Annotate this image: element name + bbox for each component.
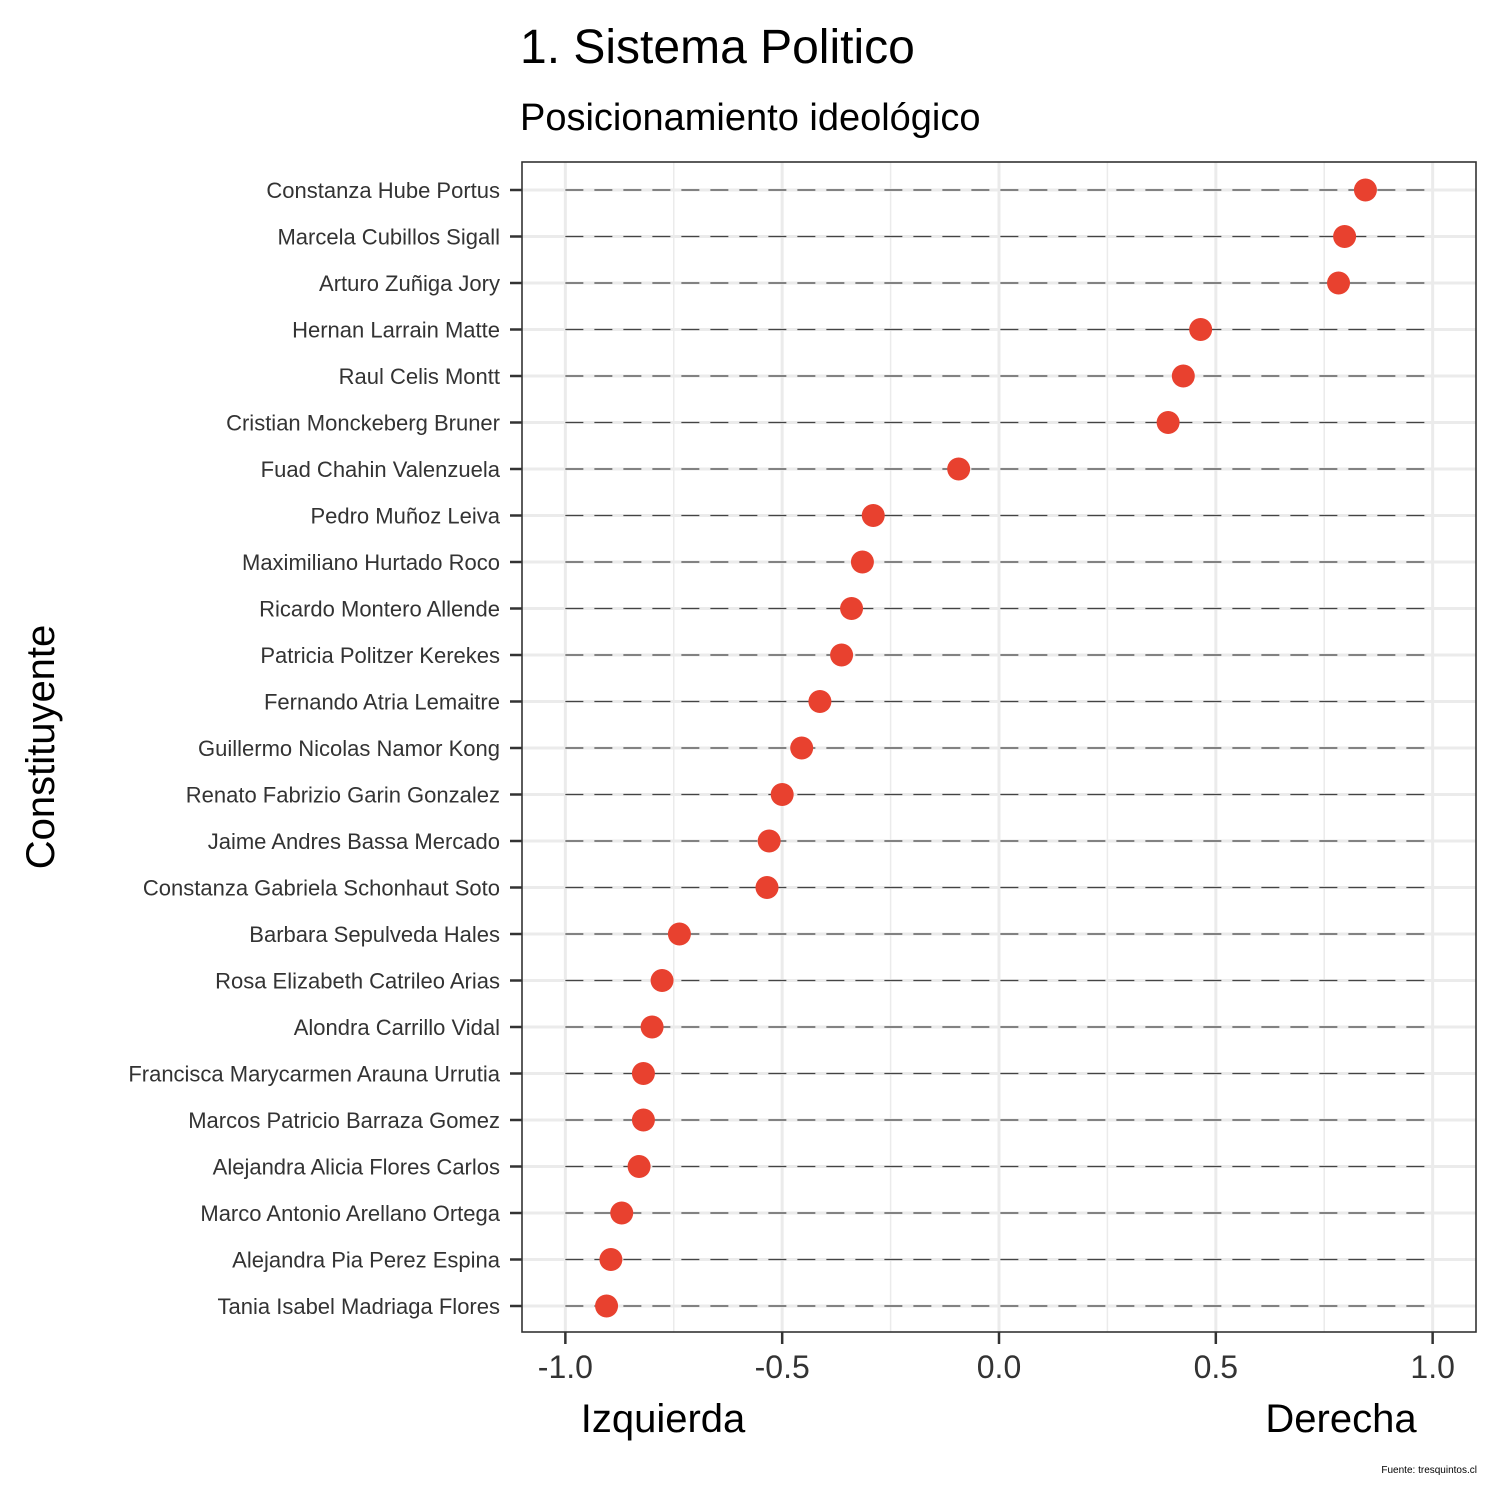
x-tick-label: 1.0	[1410, 1349, 1454, 1385]
data-point	[1353, 178, 1377, 202]
y-tick-label: Maximiliano Hurtado Roco	[242, 550, 500, 575]
data-point	[770, 783, 794, 806]
data-point	[610, 1201, 634, 1225]
data-point	[667, 922, 691, 946]
y-tick-label: Francisca Marycarmen Arauna Urrutia	[128, 1062, 500, 1087]
y-tick-label: Marcos Patricio Barraza Gomez	[188, 1108, 500, 1133]
y-tick-label: Alondra Carrillo Vidal	[294, 1015, 500, 1040]
y-tick-label: Ricardo Montero Allende	[259, 597, 500, 622]
y-tick-label: Jaime Andres Bassa Mercado	[208, 829, 500, 854]
data-point	[631, 1108, 655, 1132]
y-tick-label: Fernando Atria Lemaitre	[264, 690, 500, 715]
x-left-label: Izquierda	[581, 1397, 746, 1441]
y-tick-label: Marco Antonio Arellano Ortega	[200, 1201, 500, 1226]
y-tick-label: Cristian Monckeberg Bruner	[226, 411, 500, 436]
x-tick-label: -1.0	[538, 1349, 593, 1385]
data-point	[850, 550, 874, 574]
y-tick-label: Pedro Muñoz Leiva	[310, 504, 500, 529]
y-tick-label: Marcela Cubillos Sigall	[277, 225, 500, 250]
x-tick-label: 0.5	[1194, 1349, 1238, 1385]
x-tick-label: -0.5	[755, 1349, 810, 1385]
y-tick-label: Hernan Larrain Matte	[292, 318, 500, 343]
chart-title: 1. Sistema Politico	[520, 21, 915, 74]
data-point	[627, 1155, 651, 1178]
y-tick-label: Tania Isabel Madriaga Flores	[218, 1294, 500, 1319]
data-point	[650, 969, 674, 992]
data-point	[1171, 364, 1195, 388]
plot-area: Constanza Hube Portus Marcela Cubillos Si…	[128, 161, 1477, 1385]
data-point	[757, 829, 781, 853]
data-point	[840, 597, 864, 620]
y-tick-label: Arturo Zuñiga Jory	[319, 271, 500, 296]
data-point	[808, 690, 832, 713]
data-point	[947, 457, 971, 481]
y-tick-label: Rosa Elizabeth Catrileo Arias	[215, 969, 500, 994]
data-point	[790, 736, 814, 760]
y-tick-label: Guillermo Nicolas Namor Kong	[198, 736, 500, 761]
data-point	[595, 1294, 619, 1318]
y-tick-label: Constanza Hube Portus	[266, 178, 500, 203]
data-point	[1327, 271, 1351, 295]
data-point	[830, 643, 854, 667]
data-point	[640, 1015, 664, 1039]
chart-subtitle: Posicionamiento ideológico	[520, 97, 981, 139]
data-point	[1156, 411, 1180, 434]
data-point	[631, 1062, 655, 1085]
y-tick-label: Renato Fabrizio Garin Gonzalez	[186, 783, 500, 808]
y-tick-label: Fuad Chahin Valenzuela	[261, 457, 501, 482]
x-tick-label: 0.0	[977, 1349, 1021, 1385]
data-point	[861, 504, 885, 527]
data-point	[755, 876, 779, 899]
y-tick-label: Constanza Gabriela Schonhaut Soto	[143, 876, 500, 901]
data-point	[1333, 225, 1357, 248]
data-point	[599, 1248, 623, 1271]
y-tick-label: Raul Celis Montt	[339, 364, 500, 389]
source-caption: Fuente: tresquintos.cl	[1381, 1465, 1477, 1476]
y-tick-label: Patricia Politzer Kerekes	[260, 643, 500, 668]
y-tick-label: Alejandra Alicia Flores Carlos	[213, 1155, 500, 1180]
y-axis-title: Constituyente	[19, 625, 63, 870]
y-tick-label: Alejandra Pia Perez Espina	[232, 1248, 501, 1273]
data-point	[1189, 318, 1213, 341]
x-right-label: Derecha	[1265, 1397, 1417, 1441]
y-tick-label: Barbara Sepulveda Hales	[249, 922, 500, 947]
